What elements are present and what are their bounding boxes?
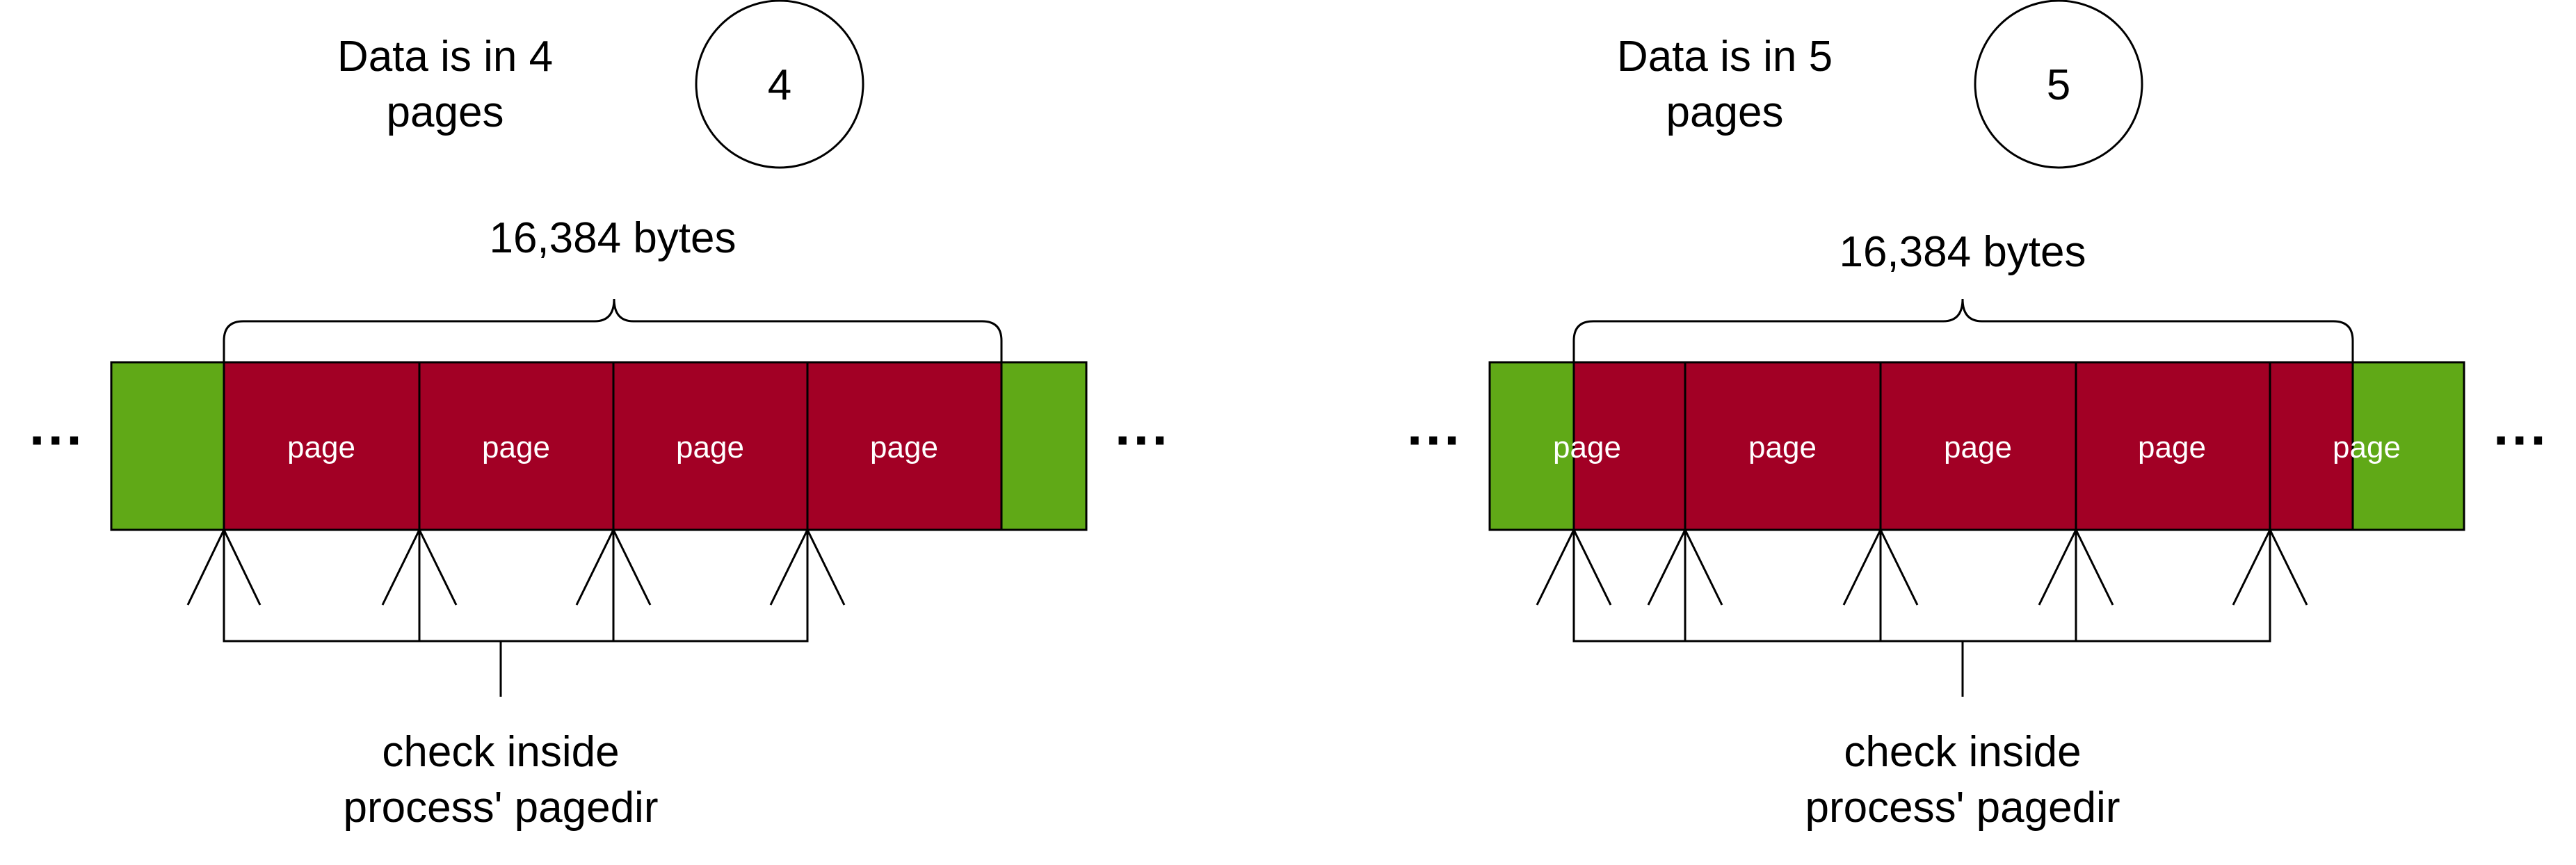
page-label: page xyxy=(1553,430,1621,464)
page-label: page xyxy=(676,430,744,464)
page-count-label: 5 xyxy=(2047,61,2070,109)
neighbor-block-left xyxy=(110,361,226,531)
neighbor-block-left xyxy=(1488,361,1576,531)
check-arrows xyxy=(186,527,846,697)
ellipsis-left: ··· xyxy=(1407,409,1463,471)
check-line-1: check inside xyxy=(1844,728,2081,776)
page-label: page xyxy=(2138,430,2206,464)
page-block xyxy=(612,361,809,531)
page-label: page xyxy=(287,430,355,464)
page-label: page xyxy=(1748,430,1817,464)
memory-strip-outline xyxy=(110,361,1088,531)
page-block xyxy=(1684,361,1882,531)
check-connector xyxy=(1572,530,2271,697)
caption-line-2: pages xyxy=(1666,88,1784,136)
size-label: 16,384 bytes xyxy=(1839,228,2086,276)
page-count-circle xyxy=(1974,0,2143,169)
page-label: page xyxy=(2333,430,2401,464)
page-block xyxy=(2075,361,2271,531)
caption-line-1: Data is in 4 xyxy=(337,33,553,81)
ellipsis-right: ··· xyxy=(2493,409,2549,471)
diagram-four-pages: Data is in 4 pages 4 16,384 bytes ··· pa… xyxy=(29,0,1170,832)
size-brace xyxy=(1572,298,2354,362)
page-block-partial xyxy=(2269,361,2354,531)
check-arrows xyxy=(1536,527,2308,697)
check-line-2: process' pagedir xyxy=(344,784,659,832)
memory-strip-outline xyxy=(1488,361,2465,531)
page-label: page xyxy=(1944,430,2012,464)
check-line-2: process' pagedir xyxy=(1805,784,2120,832)
page-block xyxy=(223,361,421,531)
ellipsis-right: ··· xyxy=(1115,409,1170,471)
page-label: page xyxy=(482,430,550,464)
ellipsis-left: ··· xyxy=(29,409,85,471)
caption-line-2: pages xyxy=(387,88,504,136)
diagram-five-pages: Data is in 5 pages 5 16,384 bytes ··· pa… xyxy=(1407,0,2549,832)
size-brace xyxy=(223,298,1003,362)
caption-line-1: Data is in 5 xyxy=(1617,33,1833,81)
page-block xyxy=(806,361,1003,531)
check-line-1: check inside xyxy=(382,728,619,776)
page-label: page xyxy=(870,430,938,464)
neighbor-block-right xyxy=(1000,361,1088,531)
page-count-label: 4 xyxy=(768,61,791,109)
page-count-circle xyxy=(695,0,864,169)
check-connector xyxy=(223,530,809,697)
size-label: 16,384 bytes xyxy=(489,214,736,262)
